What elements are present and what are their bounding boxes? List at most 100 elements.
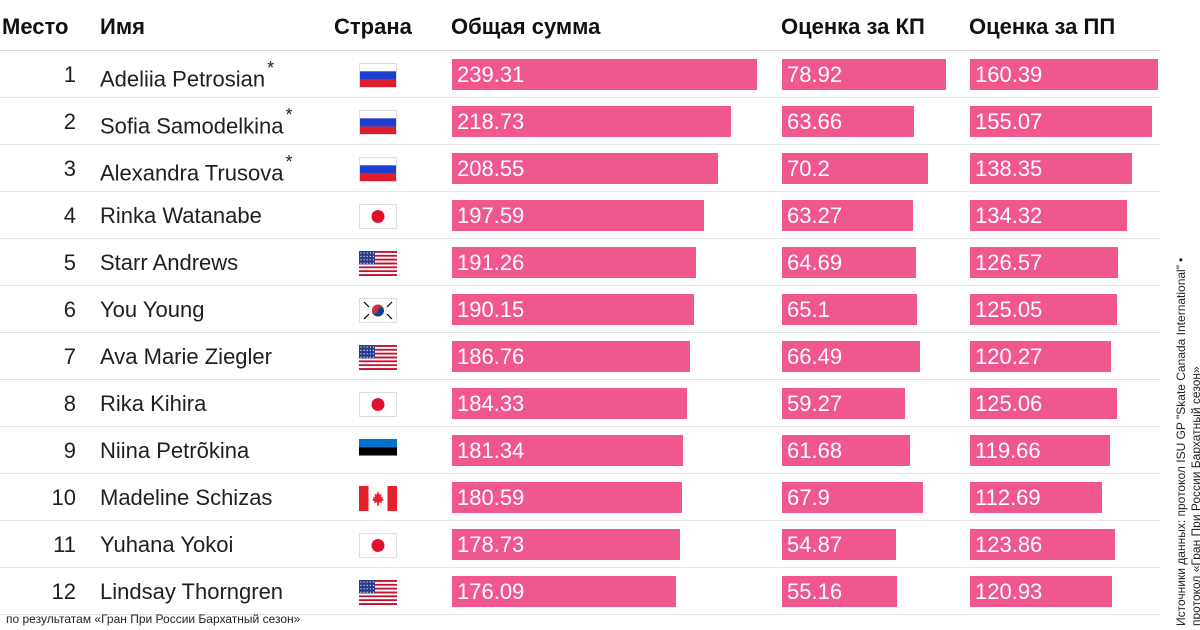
table-row: 7 Ava Marie Ziegler 186.76 66.49 120.27 [0,333,1160,380]
fs-value-label: 119.66 [975,438,1041,463]
total-value-label: 218.73 [457,109,525,134]
sp-bar [782,247,917,278]
russia-flag-icon [359,157,397,182]
athlete-name: You Young [100,297,205,322]
athlete-name-cell: Alexandra Trusova * [100,152,292,186]
rank-cell: 7 [63,344,76,369]
sp-value-label: 63.66 [787,109,843,134]
rank-cell: 8 [63,391,76,416]
fs-value-label: 138.35 [975,156,1043,181]
athlete-name: Ava Marie Ziegler [100,344,272,369]
fs-bar [970,59,1158,90]
rank-cell: 11 [53,532,76,557]
total-bar [452,294,695,325]
athlete-name-cell: Madeline Schizas [100,485,272,511]
total-value-label: 190.15 [457,297,525,322]
japan-flag-icon [359,533,397,558]
total-value-label: 197.59 [457,203,525,228]
athlete-name-cell: Rinka Watanabe [100,203,262,229]
athlete-name-cell: Niina Petrõkina [100,438,249,464]
sp-value-label: 66.49 [787,344,843,369]
sp-value-label: 54.87 [787,532,843,557]
sp-value-label: 63.27 [787,203,843,228]
footer-note: по результатам «Гран При России Бархатны… [6,612,301,626]
athlete-name: Lindsay Thorngren [100,579,284,604]
table-row: 8 Rika Kihira 184.33 59.27 125.06 [0,380,1160,427]
asterisk-marker: * [285,105,293,125]
sp-bar [782,341,921,372]
athlete-name: Yuhana Yokoi [100,532,234,557]
fs-bar [970,341,1111,372]
sp-value-label: 55.16 [787,579,843,604]
source-bullet: • [1174,257,1188,263]
sp-value-label: 70.2 [787,156,830,181]
athlete-name-cell: Lindsay Thorngren [100,579,283,605]
fs-value-label: 123.86 [975,532,1043,557]
athlete-name-cell: Rika Kihira [100,391,206,417]
total-value-label: 208.55 [457,156,525,181]
sp-bar [782,576,897,607]
fs-bar [970,529,1116,560]
sp-value-label: 59.27 [787,391,843,416]
sp-bar [782,435,911,466]
athlete-name: Sofia Samodelkina [100,113,284,139]
total-bar [452,576,677,607]
estonia-flag-icon [359,439,397,464]
sp-bar [782,200,914,231]
athlete-name-cell: Adeliia Petrosian * [100,58,274,92]
athlete-name-cell: Yuhana Yokoi [100,532,233,558]
sp-bar [782,482,924,513]
sp-value-label: 61.68 [787,438,843,463]
source-line-1: Источники данных: протокол ISU GP "Skate… [1174,265,1188,626]
total-value-label: 191.26 [457,250,525,275]
sp-bar [782,529,897,560]
fs-bar [970,388,1117,419]
total-value-label: 186.76 [457,344,525,369]
fs-value-label: 125.06 [975,391,1043,416]
russia-flag-icon [359,110,397,135]
total-value-label: 239.31 [457,62,525,87]
header-total: Общая сумма [451,14,601,39]
total-bar [452,388,687,419]
fs-bar [970,576,1112,607]
rank-cell: 6 [63,297,76,322]
sp-bar [782,153,928,184]
sp-bar [782,294,918,325]
header-short-program: Оценка за КП [781,14,925,39]
athlete-name-cell: Ava Marie Ziegler [100,344,272,370]
fs-value-label: 125.05 [975,297,1043,322]
rank-cell: 4 [63,203,76,228]
fs-bar [970,482,1103,513]
table-row: 1 Adeliia Petrosian * 239.31 78.92 160.39 [0,51,1160,98]
total-bar [452,106,731,137]
total-bar [452,59,757,90]
total-value-label: 184.33 [457,391,525,416]
table-row: 9 Niina Petrõkina 181.34 61.68 119.66 [0,427,1160,474]
total-value-label: 178.73 [457,532,525,557]
fs-bar [970,294,1117,325]
athlete-name: Niina Petrõkina [100,438,250,463]
fs-bar [970,106,1152,137]
canada-flag-icon [359,486,397,511]
fs-value-label: 155.07 [975,109,1043,134]
header-name: Имя [100,14,145,39]
russia-flag-icon [359,63,397,88]
header-rank: Место [2,14,69,39]
fs-bar [970,247,1119,278]
total-value-label: 181.34 [457,438,525,463]
fs-value-label: 134.32 [975,203,1043,228]
rank-cell: 2 [63,109,76,134]
total-bar [452,482,683,513]
rank-cell: 9 [63,438,76,463]
japan-flag-icon [359,392,397,417]
total-bar [452,435,684,466]
table-header: Место Имя Страна Общая сумма Оценка за К… [0,0,1160,51]
table-row: 2 Sofia Samodelkina * 218.73 63.66 155.07 [0,98,1160,145]
total-value-label: 180.59 [457,485,525,510]
table-row: 3 Alexandra Trusova * 208.55 70.2 138.35 [0,145,1160,192]
source-note: Источники данных: протокол ISU GP "Skate… [1174,258,1200,626]
total-bar [452,153,718,184]
fs-bar [970,435,1111,466]
sp-value-label: 78.92 [787,62,843,87]
header-free-program: Оценка за ПП [969,14,1116,39]
